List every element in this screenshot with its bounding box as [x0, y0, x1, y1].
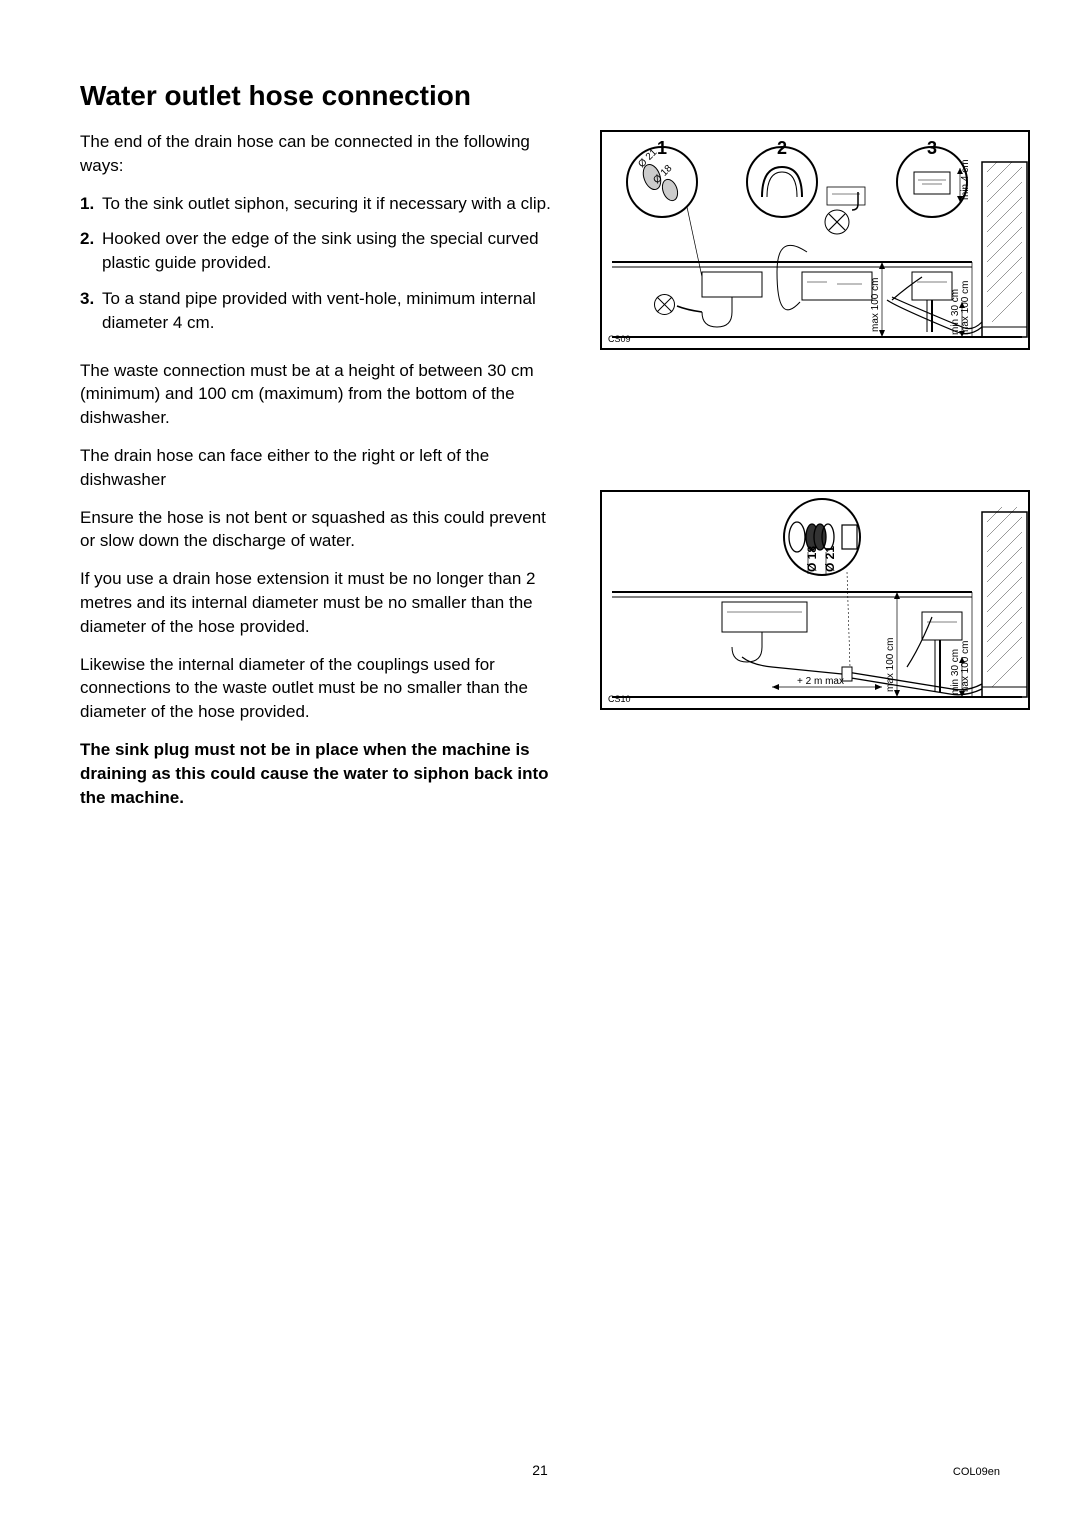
paragraph: The waste connection must be at a height…	[80, 359, 560, 430]
page-title: Water outlet hose connection	[80, 80, 1000, 112]
dim-label: + 2 m max	[797, 676, 844, 687]
paragraph: Ensure the hose is not bent or squashed …	[80, 506, 560, 554]
figure-code: CS09	[608, 334, 631, 344]
diagram-svg-2: Ø 18 Ø 21 + 2	[602, 492, 1032, 712]
diameter-label: Ø 18	[805, 546, 819, 572]
dim-label: max 100 cm	[885, 638, 896, 692]
warning-paragraph: The sink plug must not be in place when …	[80, 738, 560, 809]
intro-text: The end of the drain hose can be connect…	[80, 130, 560, 178]
content-columns: The end of the drain hose can be connect…	[80, 130, 1000, 823]
figure-column: 1 Ø 21 Ø 18	[600, 130, 1030, 750]
list-item: 2.Hooked over the edge of the sink using…	[102, 227, 560, 275]
connection-list: 1.To the sink outlet siphon, securing it…	[80, 192, 560, 335]
list-item: 1.To the sink outlet siphon, securing it…	[102, 192, 560, 216]
doc-code: COL09en	[953, 1466, 1000, 1478]
page: Water outlet hose connection The end of …	[0, 0, 1080, 1526]
diameter-label: Ø 21	[823, 546, 837, 572]
list-item: 3.To a stand pipe provided with vent-hol…	[102, 287, 560, 335]
dim-label: max 100 cm	[960, 641, 971, 695]
page-number: 21	[0, 1462, 1080, 1478]
dim-label: max 100 cm	[870, 278, 881, 332]
dim-label: max 100 cm	[960, 281, 971, 335]
circle-number: 2	[777, 138, 787, 158]
diagram-svg-1: 1 Ø 21 Ø 18	[602, 132, 1032, 352]
text-column: The end of the drain hose can be connect…	[80, 130, 560, 823]
figure-code: CS10	[608, 694, 631, 704]
circle-number: 3	[927, 138, 937, 158]
list-text: To the sink outlet siphon, securing it i…	[102, 194, 551, 213]
dim-label: min 4 cm	[960, 159, 971, 200]
paragraph: The drain hose can face either to the ri…	[80, 444, 560, 492]
figure-cs10: Ø 18 Ø 21 + 2	[600, 490, 1030, 710]
paragraph: Likewise the internal diameter of the co…	[80, 653, 560, 724]
list-text: Hooked over the edge of the sink using t…	[102, 229, 539, 272]
paragraph: If you use a drain hose extension it mus…	[80, 567, 560, 638]
list-text: To a stand pipe provided with vent-hole,…	[102, 289, 536, 332]
figure-cs09: 1 Ø 21 Ø 18	[600, 130, 1030, 350]
